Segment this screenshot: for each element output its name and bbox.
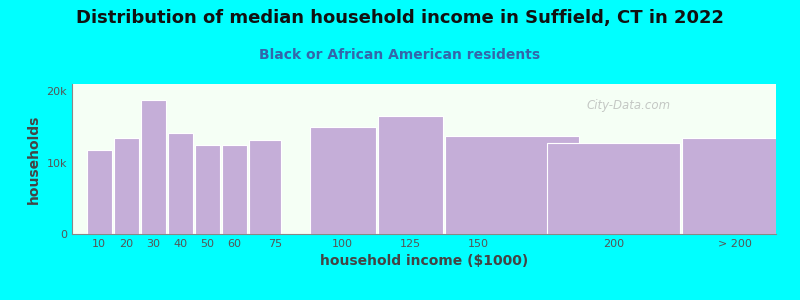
X-axis label: household income ($1000): household income ($1000) [320,254,528,268]
Text: Distribution of median household income in Suffield, CT in 2022: Distribution of median household income … [76,9,724,27]
Bar [114,138,138,234]
Bar [446,136,578,234]
Bar [682,138,800,234]
Bar [195,145,220,234]
Bar [222,146,247,234]
Bar [547,143,680,234]
Bar [141,100,166,234]
Bar [86,150,111,234]
Text: City-Data.com: City-Data.com [586,99,670,112]
Text: Black or African American residents: Black or African American residents [259,48,541,62]
Y-axis label: households: households [27,114,41,204]
Bar [378,116,443,234]
Bar [310,127,375,234]
Bar [249,140,281,234]
Bar [168,133,193,234]
